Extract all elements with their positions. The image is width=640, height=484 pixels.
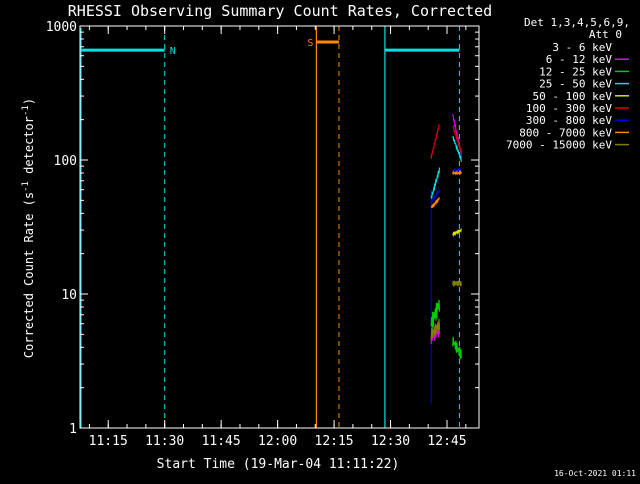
y-axis-label-sup2: -1: [21, 105, 31, 116]
x-tick-label: 12:30: [371, 434, 410, 449]
series-300-800-a: [430, 188, 440, 205]
legend-label: 12 - 25 keV: [539, 65, 612, 78]
y-axis-label: Corrected Count Rate (s-1 detector-1): [21, 98, 36, 358]
series-50-100-b: [452, 228, 462, 238]
series-100-300-a: [430, 123, 440, 159]
legend-label: 7000 - 15000 keV: [506, 139, 612, 152]
legend-label: 100 - 300 keV: [526, 102, 612, 115]
x-tick-label: 11:30: [145, 434, 184, 449]
y-tick-label: 1000: [46, 20, 77, 35]
x-tick-label: 11:15: [89, 434, 128, 449]
saa-label: S: [307, 38, 313, 49]
legend-label: 300 - 800 keV: [526, 114, 612, 127]
x-tick-label: 11:45: [202, 434, 241, 449]
series-800-7000-b: [452, 169, 462, 176]
axes-layer: 1 10 100 1000 11:15 11:30 11:45 12:00 12:15 12:30…: [46, 20, 480, 449]
y-axis-label-sup1: -1: [21, 181, 31, 192]
night-label: N: [170, 46, 176, 57]
y-axis-label-main: Corrected Count Rate (s: [22, 192, 36, 358]
data-layer: NS: [80, 26, 462, 428]
series-7000-15000-b: [452, 280, 462, 288]
y-axis-label-mid: detector: [22, 116, 36, 181]
series-100-300-b: [452, 125, 462, 153]
chart-title: RHESSI Observing Summary Count Rates, Co…: [68, 2, 492, 20]
x-tick-label: 12:45: [427, 434, 466, 449]
y-tick-label: 1: [69, 422, 77, 437]
x-tick-label: 12:15: [315, 434, 354, 449]
plot-frame: [79, 25, 480, 429]
series-25-50-b: [452, 136, 462, 162]
y-tick-label: 10: [61, 288, 77, 303]
series-12-25-a: [430, 299, 441, 330]
series-800-7000-a: [430, 196, 441, 209]
x-axis-label: Start Time (19-Mar-04 11:11:22): [157, 457, 400, 472]
legend-label: 25 - 50 keV: [539, 78, 612, 91]
y-axis-label-end: ): [22, 98, 36, 105]
legend-header-attenuator: Att 0: [589, 28, 622, 41]
series-7000-15000-a: [430, 318, 441, 341]
series-25-50-a: [430, 167, 441, 199]
legend-label: 6 - 12 keV: [546, 53, 613, 66]
legend-label: 3 - 6 keV: [552, 41, 612, 54]
y-tick-label: 100: [54, 154, 77, 169]
legend-header-detectors: Det 1,3,4,5,6,9,: [524, 16, 630, 29]
timestamp: 16-Oct-2021 01:11: [554, 469, 636, 478]
x-tick-label: 12:00: [258, 434, 297, 449]
legend-label: 50 - 100 keV: [533, 90, 613, 103]
legend-label: 800 - 7000 keV: [519, 126, 612, 139]
series-12-25-b: [452, 336, 462, 360]
